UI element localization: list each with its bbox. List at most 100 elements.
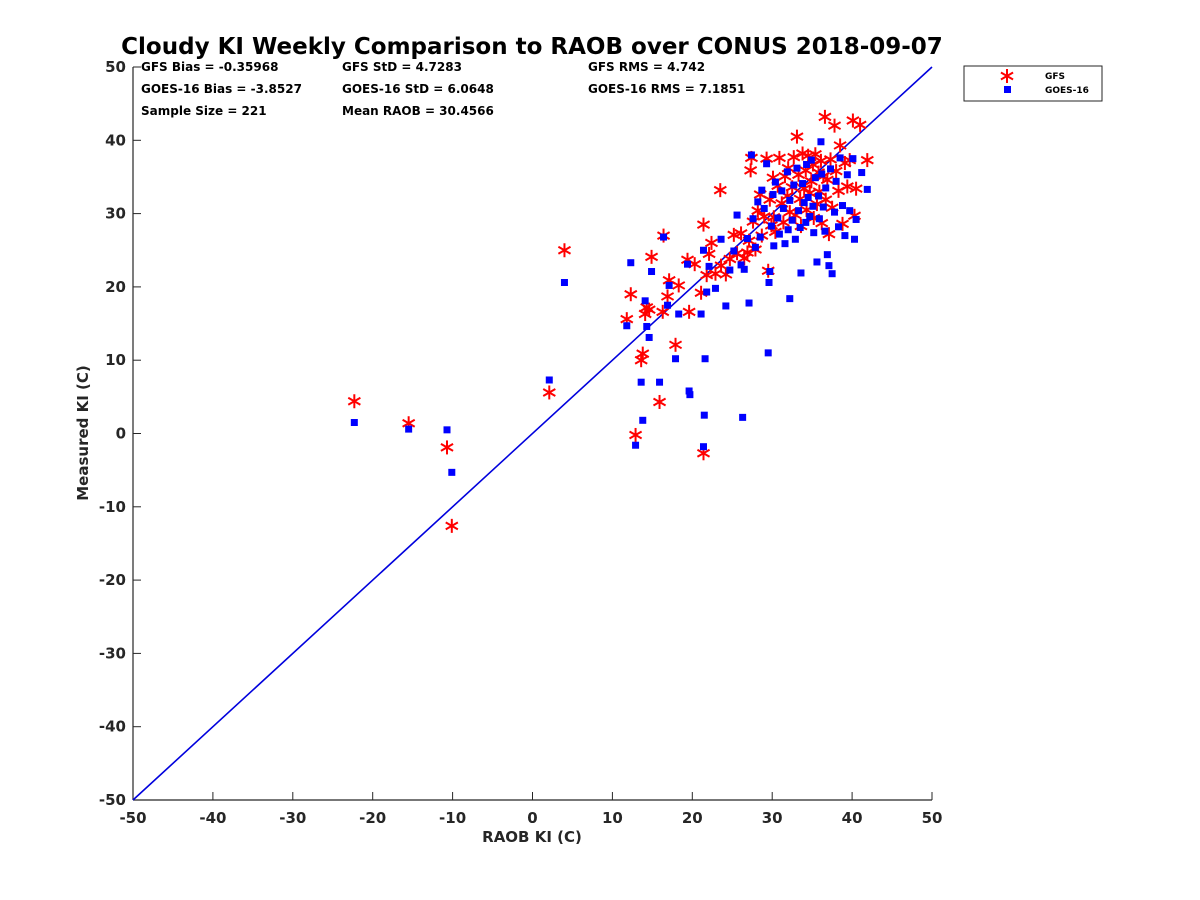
goes-16-point	[815, 215, 823, 223]
gfs-point	[713, 183, 727, 198]
goes-16-point	[863, 185, 871, 193]
gfs-point	[660, 289, 675, 304]
goes-16-point	[810, 229, 818, 237]
goes-16-point	[802, 218, 810, 226]
goes-16-point	[832, 177, 840, 185]
goes-16-point	[648, 268, 656, 276]
goes-16-point	[849, 155, 857, 163]
legend-gfs-asterisk	[1000, 69, 1014, 83]
goes-std-text: GOES-16 StD = 6.0648	[342, 82, 494, 96]
gfs-point	[542, 385, 556, 400]
goes-16-point	[763, 160, 771, 168]
plot-area: -50 -40 -30 -20 -10 0 10 20 30 40 50 -50-40-30-20-…	[99, 58, 943, 827]
goes-16-point	[841, 232, 849, 240]
goes-16-point	[675, 310, 683, 318]
goes-16-point	[770, 242, 778, 250]
gfs-point	[787, 150, 801, 165]
goes-16-point	[699, 443, 707, 451]
x-tick-label: 0	[527, 809, 537, 827]
goes-16-point	[747, 151, 755, 159]
gfs-point	[790, 129, 804, 144]
gfs-point	[557, 243, 572, 258]
goes-16-point	[639, 416, 647, 424]
goes-16-point	[686, 391, 694, 399]
x-tick-label: -20	[359, 809, 386, 827]
legend-gfs-label: GFS	[1045, 72, 1065, 82]
goes-16-series	[350, 138, 871, 476]
goes-16-point	[775, 230, 783, 238]
goes-16-point	[726, 266, 734, 274]
goes-16-point	[700, 411, 708, 419]
goes-16-point	[350, 419, 358, 427]
goes-16-point	[836, 154, 844, 162]
goes-16-point	[766, 268, 774, 276]
goes-16-point	[825, 262, 833, 270]
x-ticks: -50 -40 -30 -20 -10 0 10 20 30 40 50	[119, 792, 942, 827]
goes-16-point	[818, 170, 826, 178]
goes-16-point	[705, 262, 713, 270]
goes-16-point	[797, 269, 805, 277]
goes-16-point	[685, 387, 693, 395]
gfs-point	[656, 304, 670, 319]
goes-bias-text: GOES-16 Bias = -3.8527	[141, 82, 302, 96]
gfs-point	[704, 235, 719, 250]
goes-16-point	[641, 297, 649, 305]
goes-16-point	[749, 215, 757, 223]
goes-16-point	[811, 174, 819, 182]
y-tick-label: 30	[105, 205, 126, 223]
y-tick-label: -50	[99, 791, 126, 809]
gfs-point	[823, 152, 838, 167]
gfs-point	[744, 163, 758, 178]
y-tick-label: 20	[105, 278, 126, 296]
goes-16-point	[858, 169, 866, 177]
legend-goes-16-marker	[1004, 86, 1011, 93]
goes-16-point	[786, 196, 794, 204]
gfs-point	[772, 150, 786, 165]
gfs-point	[624, 287, 638, 302]
goes-16-point	[623, 322, 631, 330]
gfs-point	[849, 181, 863, 196]
gfs-point	[668, 337, 683, 352]
goes-16-point	[827, 165, 835, 173]
goes-16-point	[699, 246, 707, 254]
gfs-point	[636, 346, 650, 361]
gfs-point	[696, 217, 711, 232]
x-tick-label: 30	[762, 809, 783, 827]
gfs-point	[347, 394, 361, 409]
y-tick-label: 40	[105, 131, 126, 149]
gfs-point	[853, 117, 867, 132]
gfs-point	[682, 304, 696, 319]
goes-16-point	[804, 193, 812, 201]
goes-16-point	[756, 233, 764, 241]
goes-16-point	[828, 270, 836, 278]
goes-16-point	[819, 203, 827, 211]
y-tick-label: -30	[99, 644, 126, 662]
goes-16-point	[684, 260, 692, 268]
goes-16-point	[443, 426, 451, 434]
gfs-point	[740, 245, 754, 260]
goes-16-point	[751, 243, 759, 251]
goes-16-point	[821, 227, 829, 235]
goes-16-point	[665, 281, 673, 289]
x-tick-label: 50	[922, 809, 943, 827]
goes-16-point	[448, 468, 456, 476]
y-ticks: -50 -40 -30 -20 -10 0 10 20 30 40 50	[99, 58, 141, 809]
y-tick-label: -40	[99, 718, 126, 736]
gfs-rms-text: GFS RMS = 4.742	[588, 60, 705, 74]
goes-16-point	[627, 259, 635, 267]
gfs-point	[672, 278, 686, 293]
goes-16-point	[774, 214, 782, 222]
one-to-one-reference-line	[132, 66, 933, 801]
goes-16-point	[839, 202, 847, 210]
legend-box	[963, 65, 1103, 102]
gfs-point	[860, 153, 874, 168]
goes-16-point	[637, 378, 645, 386]
goes-16-point	[739, 413, 747, 421]
goes-16-point	[813, 258, 821, 266]
x-tick-label: 40	[842, 809, 863, 827]
gfs-point	[445, 518, 459, 533]
goes-16-point	[793, 164, 801, 172]
goes-16-point	[803, 160, 811, 168]
goes-16-point	[791, 235, 799, 243]
gfs-point	[840, 179, 854, 194]
